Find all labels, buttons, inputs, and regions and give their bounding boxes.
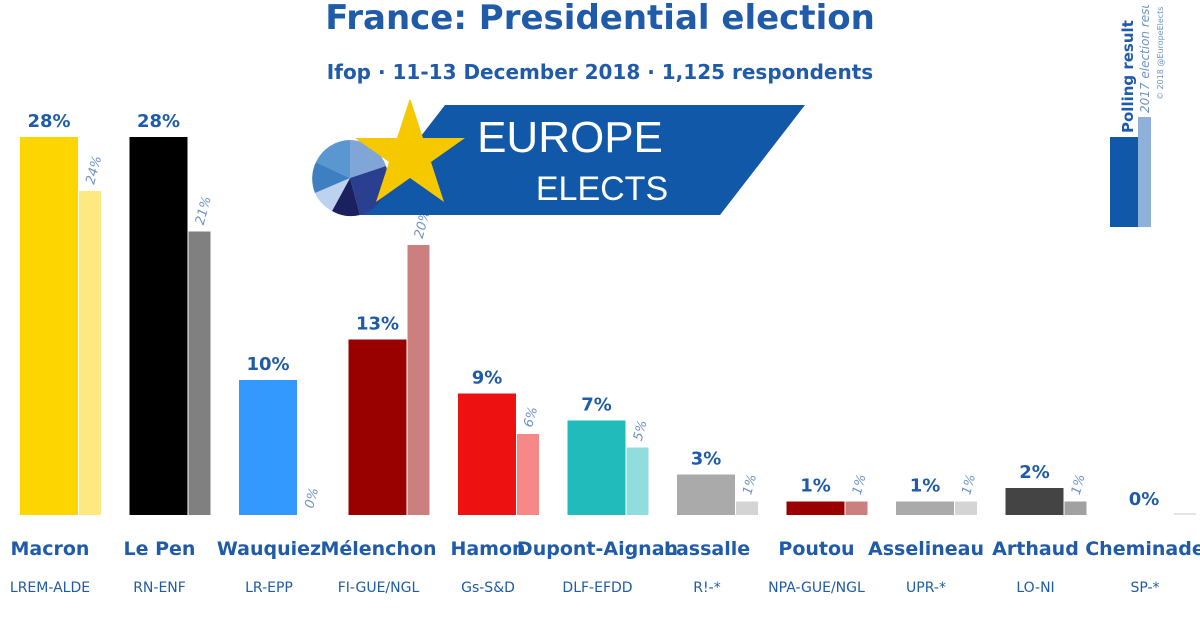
value-label-wauquiez: 10% — [246, 354, 289, 375]
candidate-label-arthaud: Arthaud — [992, 538, 1079, 560]
party-label-dupont-aignan: DLF-EFDD — [562, 580, 632, 596]
bar-2017-lassalle — [736, 501, 758, 515]
party-label-lassalle: R!-* — [693, 580, 720, 596]
value-label-asselineau: 1% — [910, 476, 941, 497]
value-label-macron: 28% — [27, 111, 70, 132]
candidate-label-macron: Macron — [11, 538, 90, 560]
party-label-hamon: Gs-S&D — [461, 580, 515, 596]
bar-current-wauquiez — [239, 380, 297, 515]
candidate-label-dupont-aignan: Dupont-Aignan — [517, 538, 678, 560]
bar-current-le-pen — [129, 137, 188, 515]
party-label-wauquiez: LR-EPP — [245, 580, 293, 596]
pie-icon — [312, 140, 389, 217]
prev-value-label-le-pen: 21% — [193, 195, 215, 227]
value-label-hamon: 9% — [472, 368, 503, 389]
logo-line2: ELECTS — [536, 170, 668, 208]
prev-value-label-asselineau: 1% — [959, 473, 979, 497]
party-label-cheminade: SP-* — [1130, 580, 1159, 596]
bar-2017-cheminade — [1174, 513, 1196, 515]
bar-current-hamon — [458, 393, 516, 515]
bar-2017-macron — [79, 191, 101, 515]
prev-value-label-dupont-aignan: 5% — [631, 419, 651, 443]
value-label-melenchon: 13% — [356, 314, 399, 335]
copyright: © 2018 @EuropeElects — [1156, 7, 1165, 100]
value-label-arthaud: 2% — [1019, 462, 1050, 483]
logo-banner — [360, 105, 805, 215]
legend-current-label: Polling result — [1119, 20, 1137, 133]
candidate-label-wauquiez: Wauquiez — [217, 538, 321, 560]
bar-2017-poutou — [845, 501, 868, 515]
party-label-macron: LREM-ALDE — [10, 580, 90, 596]
europe-elects-logo: EUROPE ELECTS — [312, 100, 805, 217]
party-label-le-pen: RN-ENF — [133, 580, 186, 596]
party-label-melenchon: FI-GUE/NGL — [338, 580, 420, 596]
candidate-label-lassalle: Lassalle — [664, 538, 750, 560]
value-label-lassalle: 3% — [691, 449, 722, 470]
candidate-label-asselineau: Asselineau — [868, 538, 984, 560]
prev-value-label-arthaud: 1% — [1069, 473, 1089, 497]
candidate-label-melenchon: Mélenchon — [320, 538, 436, 560]
star-icon — [355, 100, 465, 202]
prev-value-label-poutou: 1% — [850, 473, 870, 497]
bar-2017-hamon — [517, 434, 539, 515]
logo-line1: EUROPE — [477, 113, 663, 162]
candidate-label-cheminade: Cheminade — [1085, 538, 1200, 560]
bar-current-macron — [20, 137, 78, 515]
bar-2017-melenchon — [407, 245, 430, 515]
value-label-poutou: 1% — [800, 476, 831, 497]
bar-2017-arthaud — [1064, 501, 1087, 515]
legend-current-swatch — [1110, 137, 1138, 227]
prev-value-label-wauquiez: 0% — [302, 486, 322, 510]
candidate-label-poutou: Poutou — [778, 538, 854, 560]
bar-2017-le-pen — [188, 231, 211, 515]
chart-title: France: Presidential election — [325, 0, 875, 38]
bar-current-asselineau — [896, 501, 954, 515]
prev-value-label-melenchon: 20% — [412, 208, 434, 240]
legend-previous-swatch — [1138, 117, 1151, 227]
bar-current-arthaud — [1005, 488, 1064, 515]
prev-value-label-lassalle: 1% — [740, 473, 760, 497]
bar-current-dupont-aignan — [567, 420, 626, 515]
legend: Polling result 2017 election result © 20… — [1110, 5, 1165, 227]
legend-previous-label: 2017 election result — [1138, 5, 1152, 113]
value-label-dupont-aignan: 7% — [581, 395, 612, 416]
party-label-asselineau: UPR-* — [906, 580, 946, 596]
bar-2017-asselineau — [955, 501, 977, 515]
prev-value-label-macron: 24% — [83, 154, 105, 186]
value-label-le-pen: 28% — [137, 111, 180, 132]
party-label-arthaud: LO-NI — [1016, 580, 1054, 596]
prev-value-label-hamon: 6% — [521, 405, 541, 429]
bar-current-melenchon — [348, 339, 407, 515]
party-label-poutou: NPA-GUE/NGL — [768, 580, 865, 596]
value-label-cheminade: 0% — [1129, 489, 1160, 510]
bar-2017-dupont-aignan — [626, 447, 649, 515]
candidate-label-hamon: Hamon — [450, 538, 525, 560]
bar-current-lassalle — [677, 474, 735, 515]
candidate-label-le-pen: Le Pen — [124, 538, 196, 560]
bar-current-poutou — [786, 501, 845, 515]
chart-subtitle: Ifop · 11-13 December 2018 · 1,125 respo… — [326, 60, 874, 84]
